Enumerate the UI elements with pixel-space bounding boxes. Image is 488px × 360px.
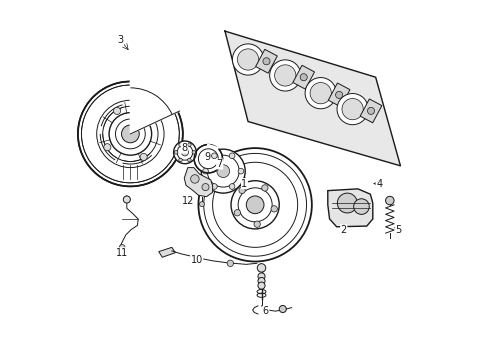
Text: 5: 5: [395, 225, 401, 235]
Polygon shape: [327, 189, 372, 227]
Circle shape: [385, 196, 393, 205]
Text: 12: 12: [181, 196, 194, 206]
Circle shape: [103, 144, 111, 151]
Circle shape: [258, 278, 264, 284]
Circle shape: [269, 60, 300, 91]
Circle shape: [353, 199, 368, 215]
Circle shape: [367, 107, 374, 114]
Circle shape: [179, 143, 182, 147]
Circle shape: [123, 196, 130, 203]
Polygon shape: [184, 168, 212, 197]
Circle shape: [201, 149, 244, 193]
Circle shape: [337, 193, 356, 213]
Polygon shape: [224, 31, 400, 166]
Circle shape: [187, 158, 191, 162]
Wedge shape: [130, 80, 179, 134]
Circle shape: [229, 153, 234, 159]
Circle shape: [211, 153, 217, 159]
Text: 8: 8: [181, 143, 187, 153]
Circle shape: [300, 74, 306, 81]
Circle shape: [190, 175, 199, 183]
Circle shape: [216, 165, 229, 177]
Circle shape: [199, 202, 204, 207]
Circle shape: [305, 77, 336, 109]
Circle shape: [341, 99, 363, 120]
Circle shape: [194, 145, 222, 173]
Polygon shape: [159, 247, 175, 257]
Circle shape: [232, 44, 263, 75]
Circle shape: [78, 81, 183, 186]
Circle shape: [202, 168, 208, 174]
Circle shape: [336, 94, 367, 125]
Text: 4: 4: [375, 179, 382, 189]
Text: 2: 2: [340, 225, 346, 235]
Circle shape: [239, 187, 245, 194]
Circle shape: [226, 260, 233, 266]
Text: 6: 6: [262, 306, 268, 316]
Circle shape: [229, 184, 234, 189]
Text: 9: 9: [204, 152, 210, 162]
Circle shape: [258, 273, 264, 280]
Circle shape: [238, 168, 244, 174]
Circle shape: [181, 149, 188, 156]
Circle shape: [274, 65, 295, 86]
Circle shape: [253, 221, 260, 228]
Circle shape: [270, 206, 277, 212]
Circle shape: [202, 184, 209, 191]
Polygon shape: [292, 65, 314, 89]
Circle shape: [179, 158, 182, 162]
Circle shape: [279, 306, 286, 312]
Circle shape: [246, 196, 264, 214]
Circle shape: [257, 264, 265, 272]
Circle shape: [258, 282, 264, 289]
Circle shape: [140, 153, 147, 161]
Circle shape: [211, 184, 217, 189]
Circle shape: [261, 185, 267, 191]
Text: 11: 11: [116, 248, 128, 258]
Circle shape: [113, 107, 121, 114]
Text: 3: 3: [117, 35, 123, 45]
Circle shape: [335, 91, 342, 99]
Circle shape: [263, 58, 269, 65]
Circle shape: [187, 143, 191, 147]
Circle shape: [192, 150, 195, 154]
Circle shape: [174, 150, 178, 154]
Circle shape: [309, 82, 331, 104]
Circle shape: [198, 148, 311, 261]
Circle shape: [234, 210, 240, 216]
Circle shape: [237, 49, 258, 70]
Circle shape: [121, 125, 139, 143]
Polygon shape: [255, 49, 277, 73]
Polygon shape: [360, 99, 381, 123]
Text: 10: 10: [190, 255, 203, 265]
Text: 7: 7: [216, 159, 223, 169]
Circle shape: [173, 141, 196, 164]
Polygon shape: [327, 83, 349, 107]
Circle shape: [119, 244, 125, 250]
Text: 1: 1: [241, 179, 247, 189]
